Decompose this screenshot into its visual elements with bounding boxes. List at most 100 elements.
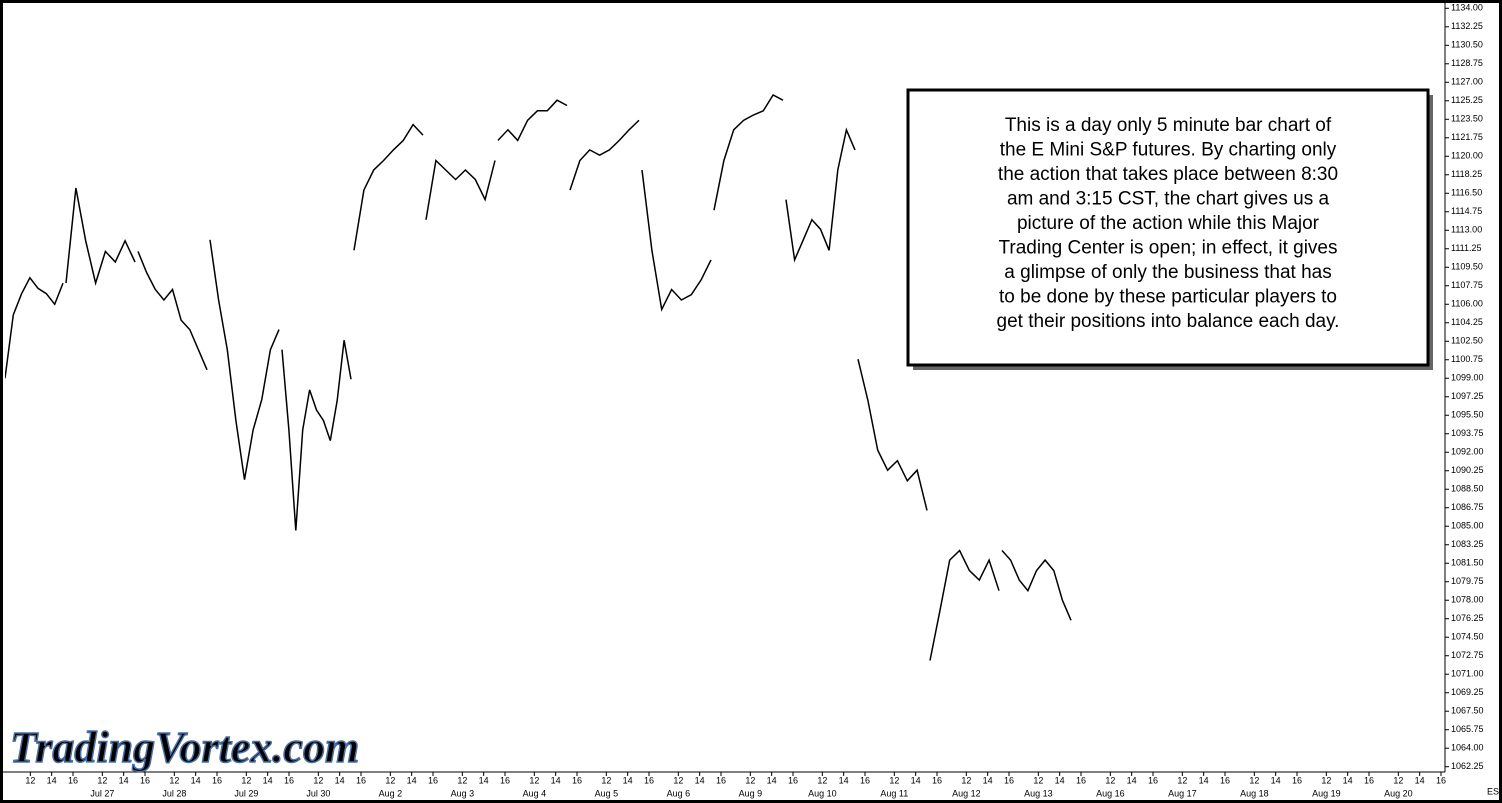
price-line <box>857 359 928 511</box>
x-tick-label: 14 <box>767 775 777 785</box>
date-label: Aug 11 <box>880 788 908 798</box>
x-tick-label: 12 <box>673 775 683 785</box>
annotation-line: to be done by these particular players t… <box>999 287 1337 308</box>
annotation-line: the E Mini S&P futures. By charting only <box>1000 140 1337 161</box>
y-tick-label: 1069.25 <box>1451 687 1484 697</box>
date-label: Jul 29 <box>234 788 258 798</box>
x-tick-label: 14 <box>335 775 345 785</box>
date-label: Aug 6 <box>667 788 691 798</box>
y-tick-label: 1113.00 <box>1451 225 1482 235</box>
y-tick-label: 1062.25 <box>1451 761 1484 771</box>
x-tick-label: 16 <box>572 775 582 785</box>
y-tick-label: 1123.50 <box>1451 114 1483 124</box>
x-tick-label: 12 <box>1321 775 1331 785</box>
y-tick-label: 1095.50 <box>1451 410 1484 420</box>
x-tick-label: 12 <box>313 775 323 785</box>
y-tick-label: 1064.00 <box>1451 743 1484 753</box>
x-tick-label: 14 <box>1271 775 1281 785</box>
x-tick-label: 14 <box>1127 775 1137 785</box>
x-tick-label: 16 <box>644 775 654 785</box>
x-tick-label: 12 <box>1177 775 1187 785</box>
price-line <box>497 99 568 142</box>
x-tick-label: 14 <box>1415 775 1425 785</box>
x-tick-label: 14 <box>983 775 993 785</box>
y-tick-label: 1134.00 <box>1451 3 1483 13</box>
y-tick-label: 1100.75 <box>1451 354 1483 364</box>
annotation: This is a day only 5 minute bar chart of… <box>997 115 1340 332</box>
y-tick-label: 1102.50 <box>1451 336 1483 346</box>
x-tick-label: 12 <box>97 775 107 785</box>
y-tick-label: 1130.50 <box>1451 40 1483 50</box>
x-tick-label: 12 <box>961 775 971 785</box>
y-tick-label: 1118.25 <box>1451 169 1482 179</box>
date-label: Aug 17 <box>1168 788 1197 798</box>
x-tick-label: 14 <box>551 775 561 785</box>
x-tick-label: 14 <box>1199 775 1209 785</box>
x-tick-label: 14 <box>695 775 705 785</box>
price-line <box>1001 549 1072 621</box>
x-tick-label: 12 <box>1033 775 1043 785</box>
price-line <box>425 158 496 220</box>
watermark: TradingVortex.com <box>10 723 359 772</box>
price-line <box>929 549 1000 661</box>
y-tick-label: 1125.25 <box>1451 95 1483 105</box>
x-tick-label: 12 <box>385 775 395 785</box>
symbol: ES <box>1487 786 1499 796</box>
x-tick-label: 14 <box>1343 775 1353 785</box>
x-tick-label: 16 <box>788 775 798 785</box>
price-line <box>281 340 352 531</box>
x-tick-label: 12 <box>1393 775 1403 785</box>
y-tick-label: 1090.25 <box>1451 465 1484 475</box>
date-label: Jul 27 <box>90 788 114 798</box>
date-label: Aug 12 <box>952 788 981 798</box>
y-tick-label: 1071.00 <box>1451 669 1484 679</box>
date-label: Aug 20 <box>1384 788 1413 798</box>
y-tick-label: 1074.50 <box>1451 632 1484 642</box>
date-label: Aug 16 <box>1096 788 1125 798</box>
price-line <box>65 187 136 286</box>
x-tick-label: 12 <box>889 775 899 785</box>
x-tick-label: 14 <box>623 775 633 785</box>
x-tick-label: 16 <box>1220 775 1230 785</box>
x-tick-label: 12 <box>817 775 827 785</box>
price-line <box>137 251 208 371</box>
x-tick-label: 12 <box>745 775 755 785</box>
y-tick-label: 1128.75 <box>1451 58 1483 68</box>
x-tick-label: 16 <box>140 775 150 785</box>
date-label: Aug 2 <box>379 788 403 798</box>
x-tick-label: 12 <box>457 775 467 785</box>
y-tick-label: 1079.75 <box>1451 576 1484 586</box>
price-line <box>641 169 712 312</box>
y-tick-label: 1097.25 <box>1451 391 1484 401</box>
x-tick-label: 14 <box>263 775 273 785</box>
date-label: Aug 4 <box>523 788 547 798</box>
x-tick-label: 16 <box>500 775 510 785</box>
y-tick-label: 1111.25 <box>1451 243 1482 253</box>
y-tick-label: 1109.50 <box>1451 262 1483 272</box>
y-tick-label: 1083.25 <box>1451 539 1484 549</box>
date-label: Aug 3 <box>451 788 475 798</box>
annotation-line: a glimpse of only the business that has <box>1004 262 1331 283</box>
x-tick-label: 14 <box>911 775 921 785</box>
price-line <box>353 123 424 251</box>
x-tick-label: 12 <box>601 775 611 785</box>
y-tick-label: 1121.75 <box>1451 132 1483 142</box>
x-tick-label: 14 <box>839 775 849 785</box>
annotation-box <box>906 88 1430 367</box>
x-tick-label: 16 <box>284 775 294 785</box>
x-tick-label: 12 <box>529 775 539 785</box>
y-tick-label: 1076.25 <box>1451 613 1484 623</box>
x-tick-label: 14 <box>119 775 129 785</box>
x-tick-label: 12 <box>1249 775 1259 785</box>
date-label: Aug 19 <box>1312 788 1341 798</box>
date-label: Aug 13 <box>1024 788 1053 798</box>
y-tick-label: 1127.00 <box>1451 77 1483 87</box>
x-tick-label: 14 <box>407 775 417 785</box>
y-tick-label: 1081.50 <box>1451 558 1484 568</box>
y-tick-label: 1085.00 <box>1451 521 1484 531</box>
x-tick-label: 16 <box>860 775 870 785</box>
date-label: Jul 30 <box>306 788 330 798</box>
y-tick-label: 1132.25 <box>1451 21 1483 31</box>
x-tick-label: 14 <box>1055 775 1065 785</box>
